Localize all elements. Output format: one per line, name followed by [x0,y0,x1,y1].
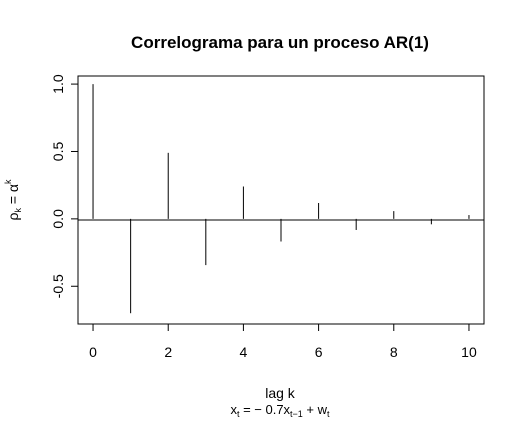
plot-box [77,75,485,325]
x-tick-label: 10 [461,344,477,360]
y-tick-label: -0.5 [50,274,66,298]
chart-subtitle: xt = − 0.7xt−1 + wt [230,402,330,419]
x-tick-label: 0 [89,344,97,360]
chart-title: Correlograma para un proceso AR(1) [131,33,429,52]
x-tick-label: 2 [164,344,172,360]
x-tick-label: 6 [315,344,323,360]
x-tick-label: 4 [240,344,248,360]
y-tick-label: 0.0 [50,209,66,229]
y-axis-label: ρk = αk [3,179,23,221]
y-tick-label: 1.0 [50,74,66,94]
y-tick-label: 0.5 [50,142,66,162]
x-axis-label: lag k [265,385,296,401]
x-tick-label: 8 [390,344,398,360]
